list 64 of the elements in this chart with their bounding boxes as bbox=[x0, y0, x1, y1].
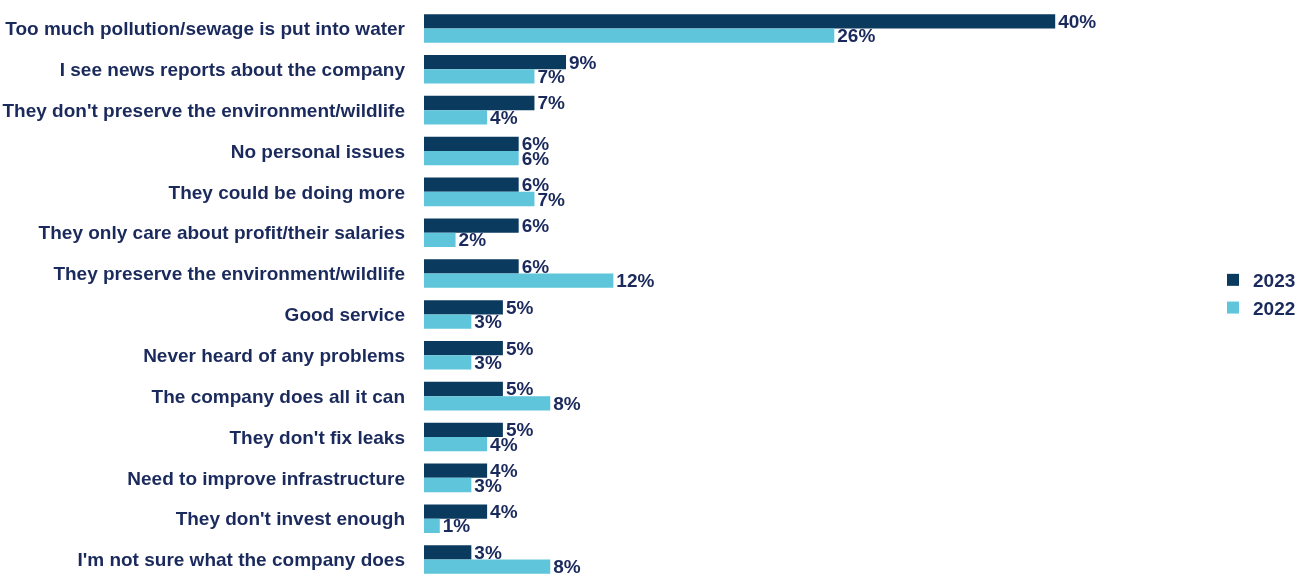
data-label: 4% bbox=[490, 106, 518, 128]
bar bbox=[424, 69, 535, 84]
legend-label: 2022 bbox=[1253, 297, 1296, 319]
bar bbox=[424, 191, 535, 207]
y-tick-label: They only care about profit/their salaries bbox=[38, 222, 405, 244]
bar bbox=[424, 259, 519, 274]
y-tick-label: Need to improve infrastructure bbox=[127, 467, 405, 489]
y-tick-label: Too much pollution/sewage is put into water bbox=[5, 18, 406, 40]
data-label: 2% bbox=[458, 229, 487, 251]
bar bbox=[424, 518, 440, 534]
data-label: 3% bbox=[474, 351, 502, 373]
bar bbox=[424, 300, 503, 315]
data-label: 6% bbox=[521, 215, 550, 237]
data-label: 40% bbox=[1058, 10, 1097, 32]
y-tick-label: I see news reports about the company bbox=[59, 58, 406, 80]
data-label: 7% bbox=[537, 65, 566, 87]
bar bbox=[424, 218, 519, 233]
bar bbox=[424, 110, 488, 125]
bar bbox=[424, 28, 835, 43]
data-label: 5% bbox=[505, 337, 534, 359]
bar bbox=[424, 381, 503, 397]
y-tick-label: Good service bbox=[284, 304, 405, 326]
data-label: 4% bbox=[490, 501, 518, 523]
bar bbox=[424, 437, 488, 452]
y-tick-label: The company does all it can bbox=[151, 385, 405, 407]
data-label: 8% bbox=[553, 556, 581, 578]
bar bbox=[424, 422, 503, 437]
data-label: 5% bbox=[505, 378, 534, 400]
data-label: 26% bbox=[837, 25, 876, 47]
bar bbox=[424, 95, 535, 111]
bar bbox=[424, 136, 519, 151]
bar bbox=[424, 396, 551, 411]
bar bbox=[424, 463, 488, 478]
legend-label: 2023 bbox=[1253, 270, 1296, 292]
bar bbox=[424, 151, 519, 166]
bar bbox=[424, 273, 614, 288]
y-tick-label: They preserve the environment/wildlife bbox=[53, 263, 405, 285]
bar bbox=[424, 504, 488, 519]
bar bbox=[424, 340, 503, 356]
data-label: 8% bbox=[553, 392, 581, 414]
bar bbox=[424, 54, 567, 70]
y-tick-label: Never heard of any problems bbox=[143, 344, 405, 366]
data-label: 5% bbox=[505, 296, 534, 318]
y-tick-label: They don't preserve the environment/wildlife bbox=[2, 99, 405, 121]
bar bbox=[424, 477, 472, 493]
data-label: 7% bbox=[537, 92, 566, 114]
data-label: 3% bbox=[474, 311, 502, 333]
bar bbox=[424, 545, 472, 560]
y-tick-label: They don't fix leaks bbox=[229, 426, 405, 448]
y-tick-label: They don't invest enough bbox=[175, 508, 405, 530]
bar bbox=[424, 14, 1056, 29]
bar bbox=[424, 177, 519, 192]
data-label: 6% bbox=[521, 255, 550, 277]
data-label: 3% bbox=[474, 541, 502, 563]
bar bbox=[424, 559, 551, 574]
data-label: 12% bbox=[616, 270, 655, 292]
bar bbox=[424, 355, 472, 370]
data-label: 9% bbox=[569, 51, 597, 73]
bar bbox=[424, 314, 472, 329]
data-label: 1% bbox=[442, 515, 471, 537]
y-tick-label: I'm not sure what the company does bbox=[77, 549, 405, 571]
y-tick-label: They could be doing more bbox=[168, 181, 405, 203]
y-tick-label: No personal issues bbox=[230, 140, 405, 162]
bar bbox=[424, 232, 456, 248]
